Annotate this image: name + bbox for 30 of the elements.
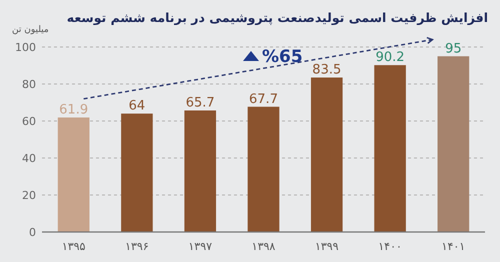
bar bbox=[184, 110, 216, 232]
data-label: 90.2 bbox=[376, 50, 405, 66]
bar bbox=[374, 65, 406, 232]
bar bbox=[121, 114, 153, 232]
annotation: %65 bbox=[262, 47, 303, 67]
y-tick-label: 100 bbox=[15, 41, 36, 54]
y-tick-label: 20 bbox=[22, 189, 36, 202]
bar bbox=[58, 117, 90, 232]
bar bbox=[310, 78, 343, 232]
data-label: 95 bbox=[445, 41, 462, 56]
x-tick-label: ۱۳۹۸ bbox=[252, 240, 276, 253]
data-label: 83.5 bbox=[312, 62, 342, 78]
x-tick-label: ۱۴۰۱ bbox=[442, 240, 466, 253]
x-tick-label: ۱۳۹۷ bbox=[188, 240, 212, 253]
data-label: 61.9 bbox=[59, 102, 88, 118]
x-tick-label: ۱۳۹۵ bbox=[62, 240, 86, 253]
y-tick-label: 0 bbox=[29, 226, 36, 239]
y-tick-label: 40 bbox=[22, 152, 36, 165]
bar bbox=[248, 106, 280, 232]
bar bbox=[438, 56, 470, 232]
chart-title: افزایش ظرفیت اسمی تولیدصنعت پتروشیمی در برنامه ششم توسعه bbox=[66, 10, 488, 26]
y-tick-label: 80 bbox=[22, 78, 36, 91]
x-tick-label: ۱۳۹۶ bbox=[125, 240, 149, 253]
y-axis-title: میلیون تن bbox=[12, 25, 49, 35]
data-label: 64 bbox=[128, 98, 146, 114]
data-label: 65.7 bbox=[186, 95, 215, 110]
data-label: 67.7 bbox=[249, 92, 278, 107]
x-tick-label: ۱۳۹۹ bbox=[314, 240, 339, 253]
y-tick-label: 60 bbox=[22, 115, 36, 128]
x-tick-label: ۱۴۰۰ bbox=[378, 240, 402, 253]
